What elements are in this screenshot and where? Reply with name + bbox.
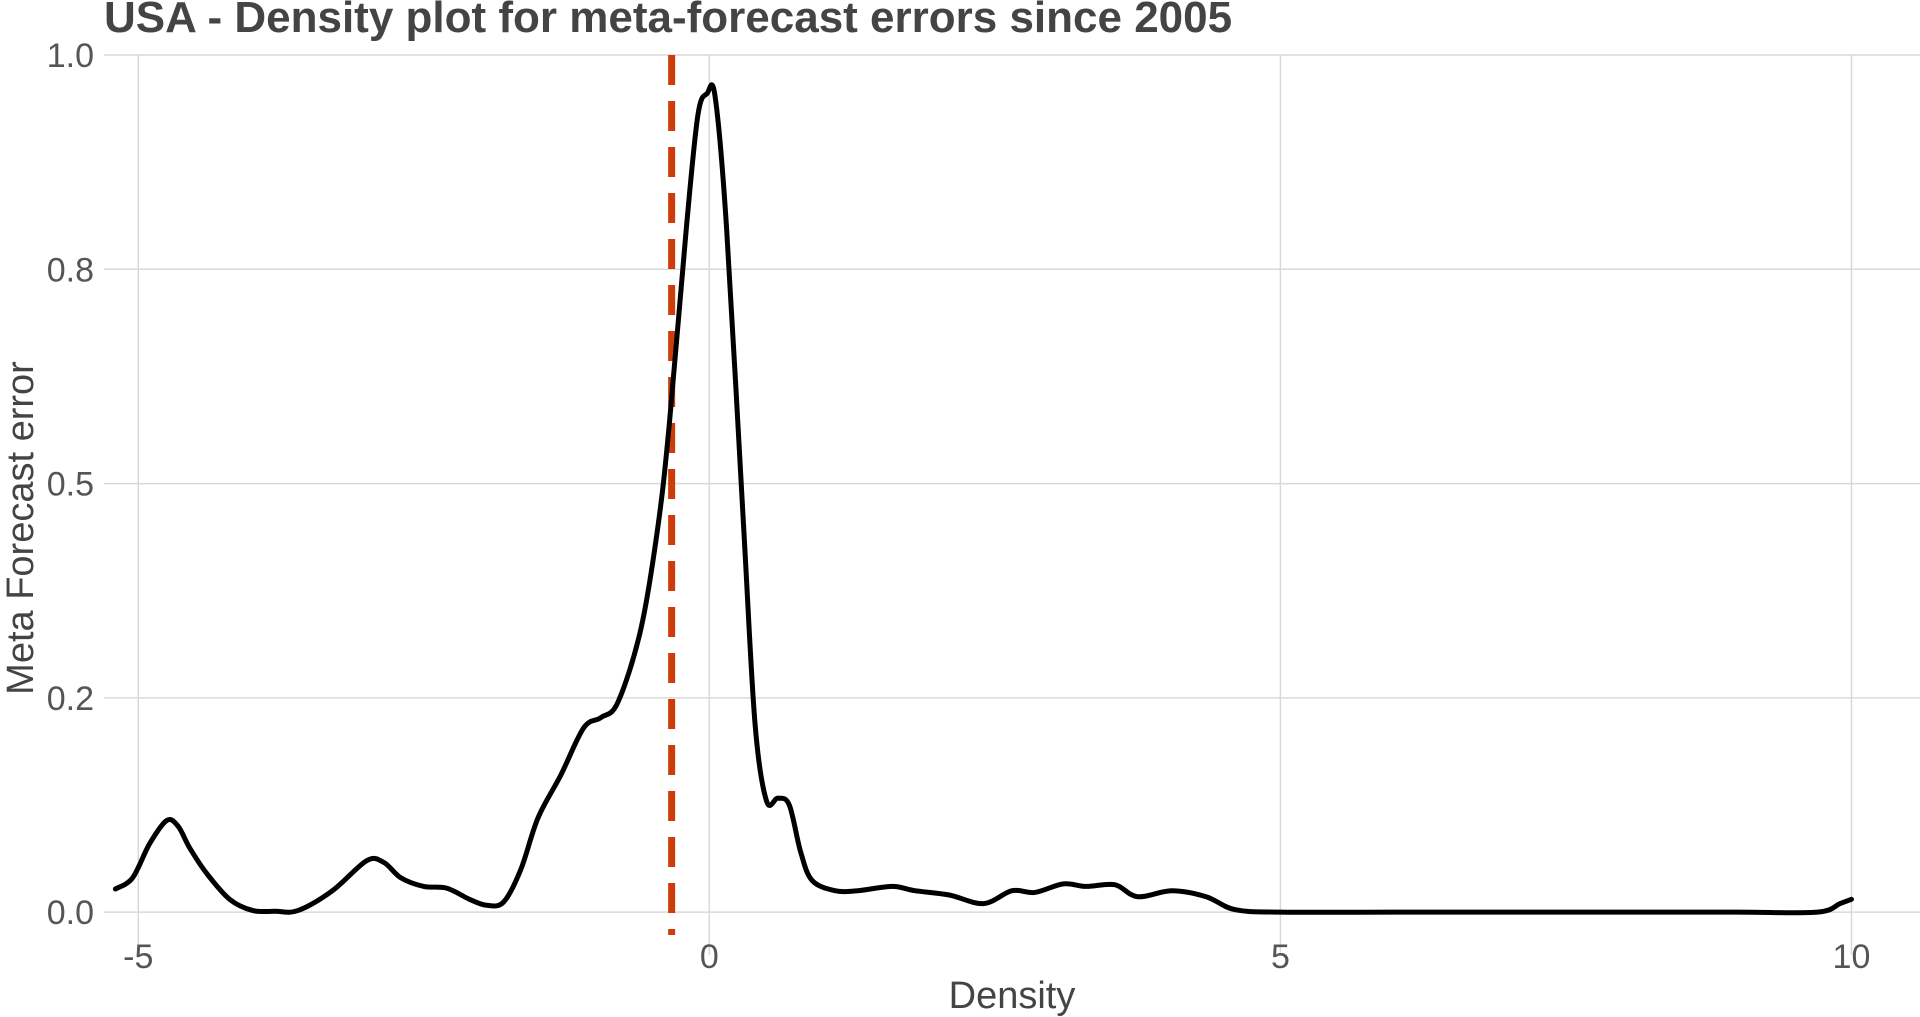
- x-tick-label: 5: [1271, 938, 1290, 976]
- y-tick-label: 0.0: [47, 894, 94, 932]
- density-curve: [112, 82, 1854, 916]
- y-tick-label: 0.5: [47, 466, 94, 504]
- gridlines: [104, 54, 1920, 955]
- chart-title: USA - Density plot for meta-forecast err…: [104, 0, 1232, 42]
- x-axis-label: Density: [949, 975, 1076, 1017]
- x-tick-label: -5: [123, 938, 153, 976]
- x-tick-labels: -5 0 5 10: [123, 938, 1870, 976]
- x-tick-label: 10: [1833, 938, 1871, 976]
- y-tick-label: 0.2: [47, 680, 94, 718]
- y-tick-labels: 0.0 0.2 0.5 0.8 1.0: [47, 37, 94, 932]
- y-tick-label: 0.8: [47, 251, 94, 289]
- y-axis-label: Meta Forecast error: [0, 361, 42, 695]
- x-tick-label: 0: [700, 938, 719, 976]
- y-tick-label: 1.0: [47, 37, 94, 75]
